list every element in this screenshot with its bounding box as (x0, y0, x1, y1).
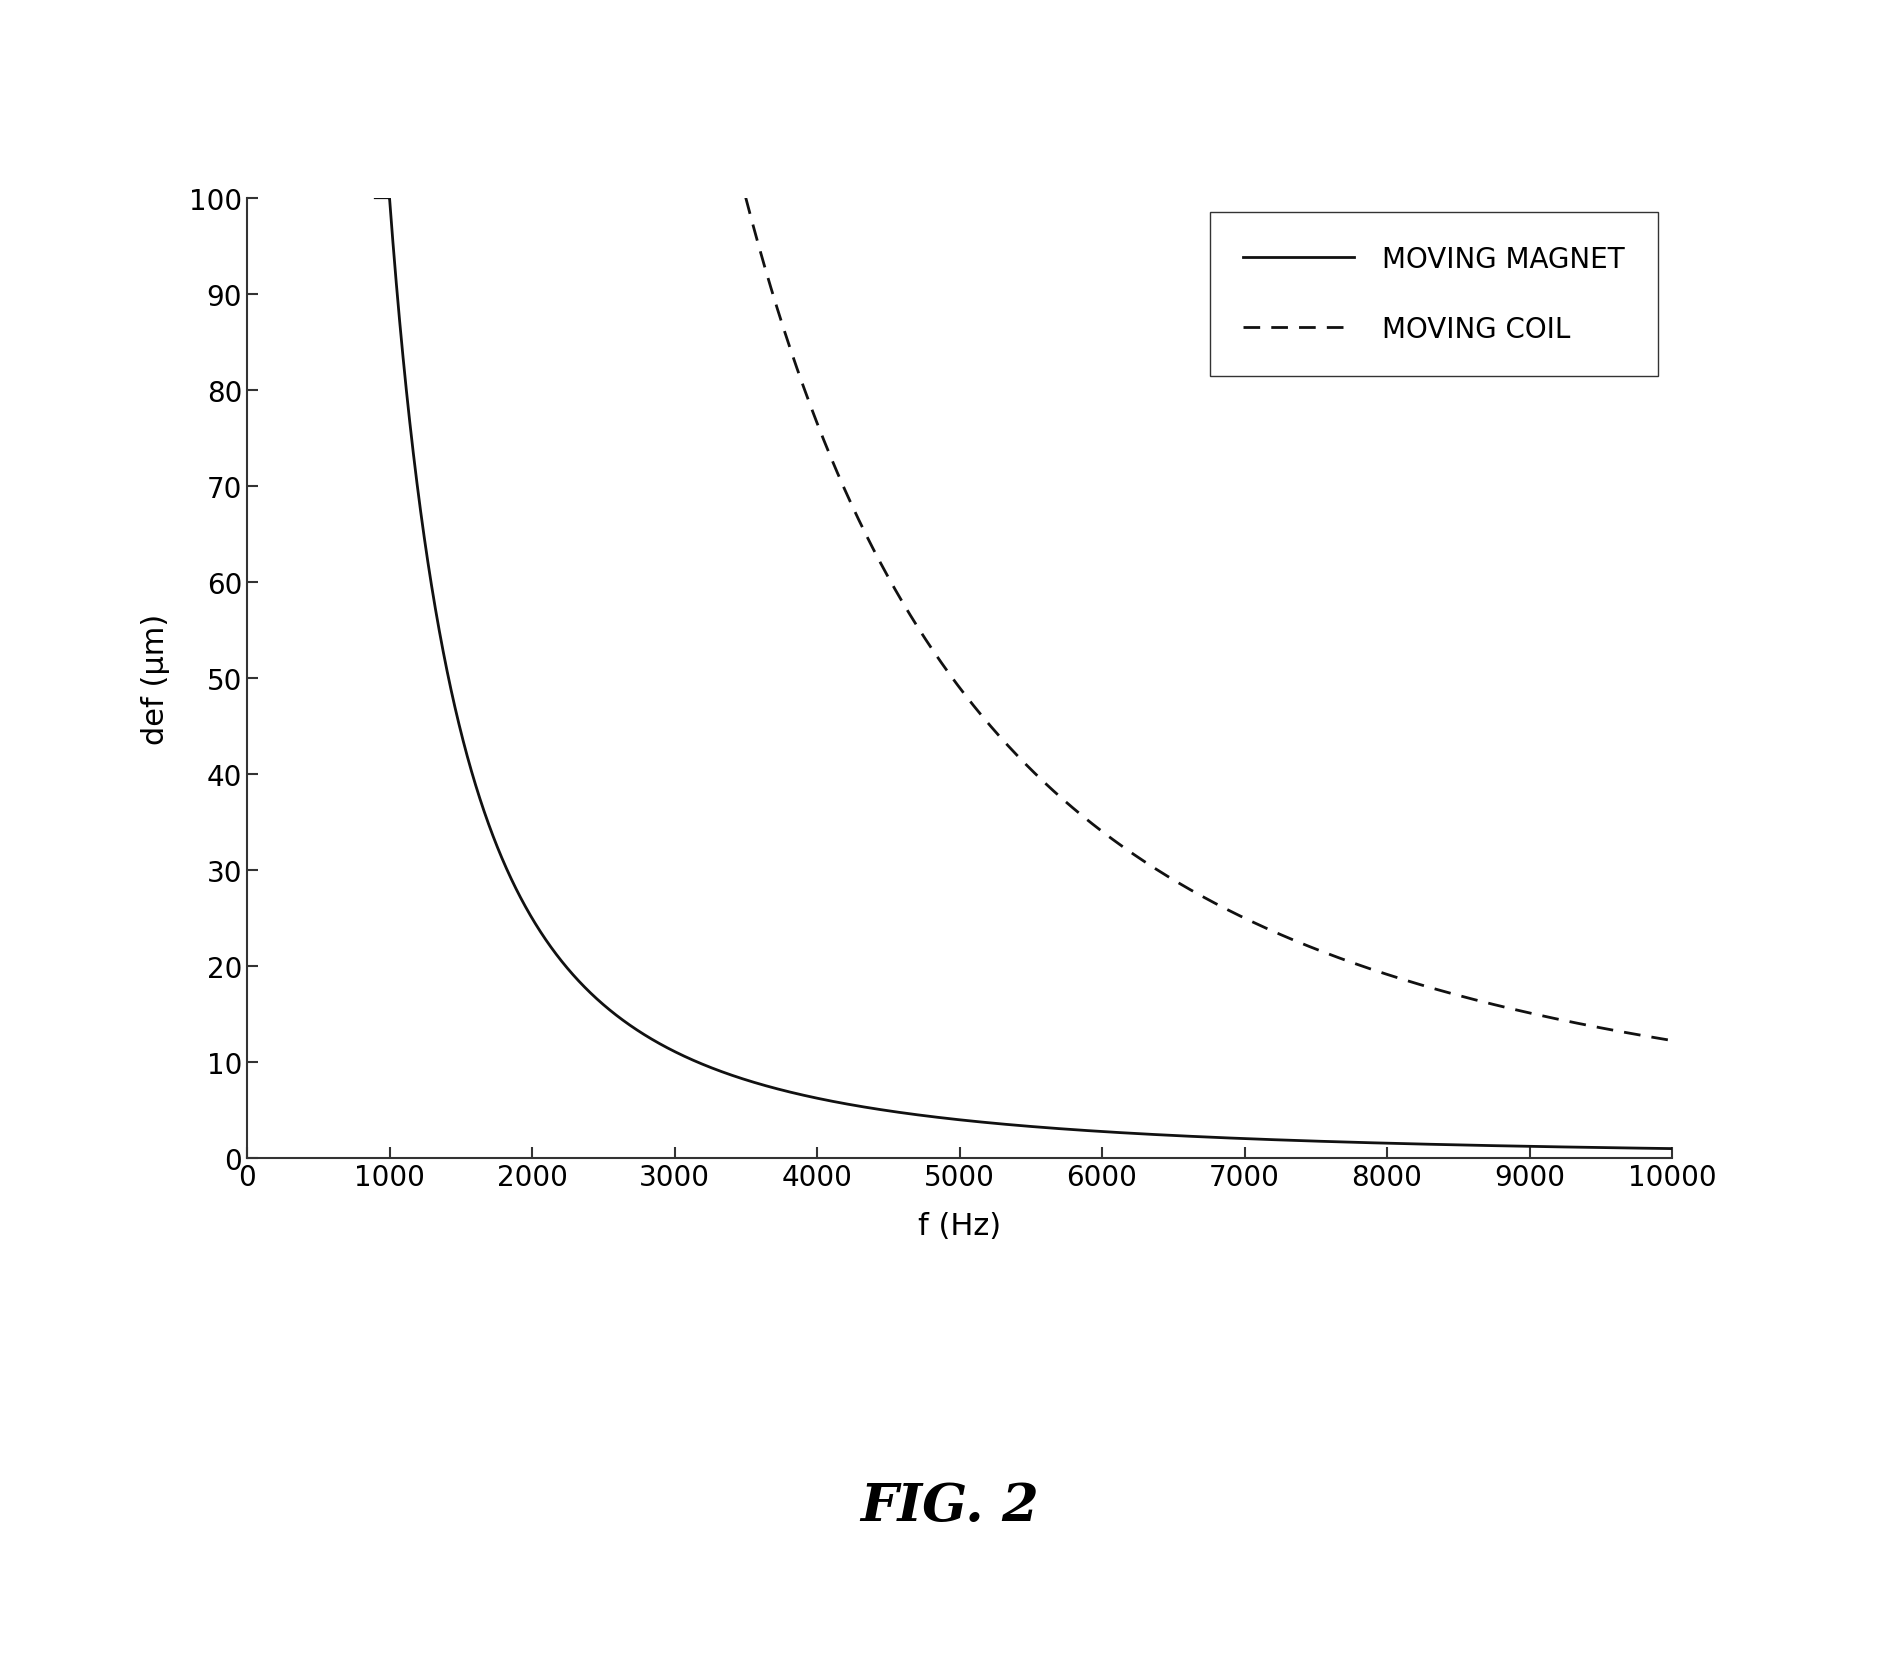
MOVING MAGNET (1661, 1139, 1683, 1158)
X-axis label: f (Hz): f (Hz) (918, 1211, 1001, 1240)
MOVING MAGNET (1332, 1132, 1355, 1152)
MOVING COIL (1089, 821, 1111, 841)
Y-axis label: def (μm): def (μm) (141, 612, 169, 745)
MOVING COIL (1290, 933, 1313, 953)
MOVING COIL (1661, 1031, 1683, 1051)
MOVING MAGNET (1206, 1129, 1229, 1149)
MOVING COIL (1425, 980, 1448, 1000)
MOVING COIL (902, 612, 925, 632)
MOVING COIL (1495, 998, 1518, 1018)
Text: FIG. 2: FIG. 2 (861, 1481, 1039, 1531)
MOVING MAGNET (1142, 1125, 1165, 1145)
MOVING MAGNET (1431, 1135, 1454, 1155)
Line: MOVING COIL: MOVING COIL (745, 199, 1672, 1041)
MOVING COIL (1338, 952, 1360, 971)
Line: MOVING MAGNET: MOVING MAGNET (376, 199, 1672, 1149)
MOVING MAGNET (598, 1001, 621, 1021)
MOVING MAGNET (365, 189, 388, 209)
MOVING MAGNET (859, 1099, 882, 1119)
MOVING COIL (733, 189, 756, 209)
Legend: MOVING MAGNET, MOVING COIL: MOVING MAGNET, MOVING COIL (1210, 212, 1659, 377)
